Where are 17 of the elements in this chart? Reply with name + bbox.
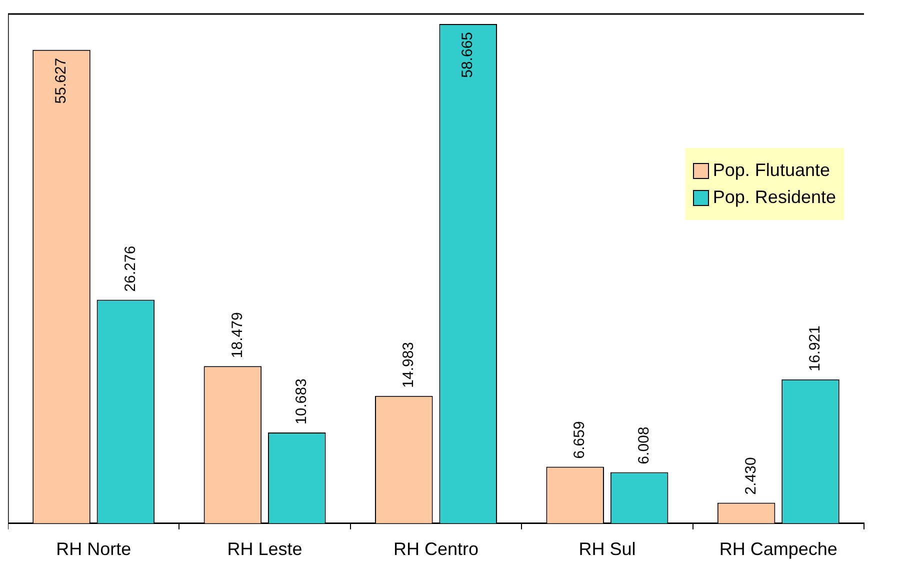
data-label: 2.430	[742, 457, 760, 495]
data-label: 6.659	[571, 421, 588, 459]
x-tick-label: RH Centro	[393, 539, 479, 560]
x-tick-label: RH Norte	[56, 539, 132, 560]
legend-label: Pop. Flutuante	[712, 160, 830, 181]
x-tick-label: RH Sul	[578, 539, 636, 560]
x-tick-label: RH Campeche	[719, 539, 838, 560]
data-label: 10.683	[293, 378, 310, 424]
data-label: 55.627	[52, 58, 70, 104]
data-label: 58.665	[459, 32, 476, 78]
data-label: 18.479	[228, 312, 246, 358]
data-label: 6.008	[635, 426, 652, 464]
data-label: 16.921	[806, 325, 824, 372]
legend-label: Pop. Residente	[712, 187, 836, 208]
x-tick-label: RH Leste	[227, 539, 302, 560]
data-label: 26.276	[122, 246, 139, 292]
data-label: 14.983	[400, 342, 418, 388]
